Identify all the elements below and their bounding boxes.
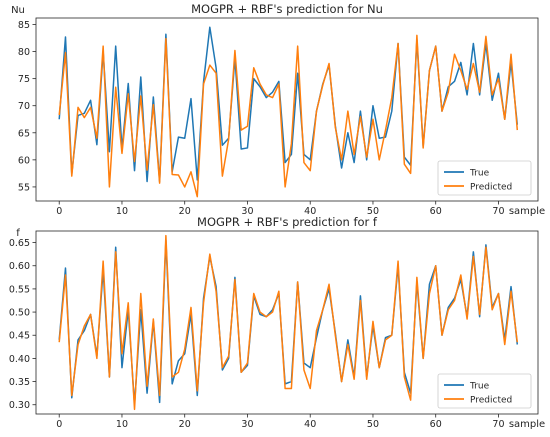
y-tick-label: 55 — [18, 182, 30, 193]
y-tick-label: 0.60 — [9, 261, 30, 272]
legend-label-true: True — [469, 382, 490, 392]
y-tick-label: 0.45 — [9, 331, 30, 342]
x-tick-label: 10 — [116, 206, 128, 217]
series-line-predicted — [58, 234, 519, 411]
legend-label-predicted: Predicted — [470, 396, 512, 406]
plot-frame — [35, 230, 539, 415]
y-tick-label: 0.35 — [9, 377, 30, 388]
x-tick-label: 0 — [56, 419, 62, 430]
y-axis-label: f — [16, 228, 20, 239]
chart-title: MOGPR + RBF's prediction for f — [197, 215, 378, 229]
series-line-predicted — [58, 34, 519, 198]
x-tick-label: 30 — [241, 206, 253, 217]
y-tick-label: 80 — [18, 47, 30, 58]
y-tick-label: 70 — [18, 101, 30, 112]
x-axis-label: sample — [509, 206, 545, 217]
y-tick-label: 65 — [18, 128, 30, 139]
x-tick-label: 20 — [179, 419, 191, 430]
legend-label-true: True — [469, 169, 490, 179]
x-axis-label: sample — [509, 419, 545, 430]
y-tick-label: 75 — [18, 74, 30, 85]
y-tick-label: 60 — [18, 155, 30, 166]
x-tick-label: 60 — [430, 206, 442, 217]
x-tick-label: 0 — [56, 206, 62, 217]
x-tick-label: 70 — [492, 206, 504, 217]
y-tick-label: 0.55 — [9, 284, 30, 295]
nu-prediction-chart: MOGPR + RBF's prediction for Nu Nu sample 0… — [11, 2, 545, 217]
x-tick-label: 50 — [367, 419, 379, 430]
x-tick-label: 60 — [430, 419, 442, 430]
x-tick-label: 30 — [241, 419, 253, 430]
legend: True Predicted — [437, 373, 532, 409]
f-prediction-chart: MOGPR + RBF's prediction for f f sample 0 10… — [9, 215, 545, 430]
y-axis-label: Nu — [11, 5, 25, 16]
y-tick-label: 0.50 — [9, 308, 30, 319]
y-tick-label: 0.40 — [9, 354, 30, 365]
legend-label-predicted: Predicted — [470, 183, 512, 193]
chart-title: MOGPR + RBF's prediction for Nu — [191, 2, 383, 16]
x-tick-label: 10 — [116, 419, 128, 430]
x-tick-label: 50 — [367, 206, 379, 217]
y-tick-label: 85 — [18, 20, 30, 31]
legend: True Predicted — [437, 160, 532, 196]
y-tick-label: 0.30 — [9, 400, 30, 411]
x-tick-label: 40 — [304, 206, 316, 217]
x-tick-label: 40 — [304, 419, 316, 430]
plot-frame — [35, 17, 539, 202]
x-tick-label: 20 — [179, 206, 191, 217]
y-tick-label: 0.65 — [9, 238, 30, 249]
x-tick-label: 70 — [492, 419, 504, 430]
